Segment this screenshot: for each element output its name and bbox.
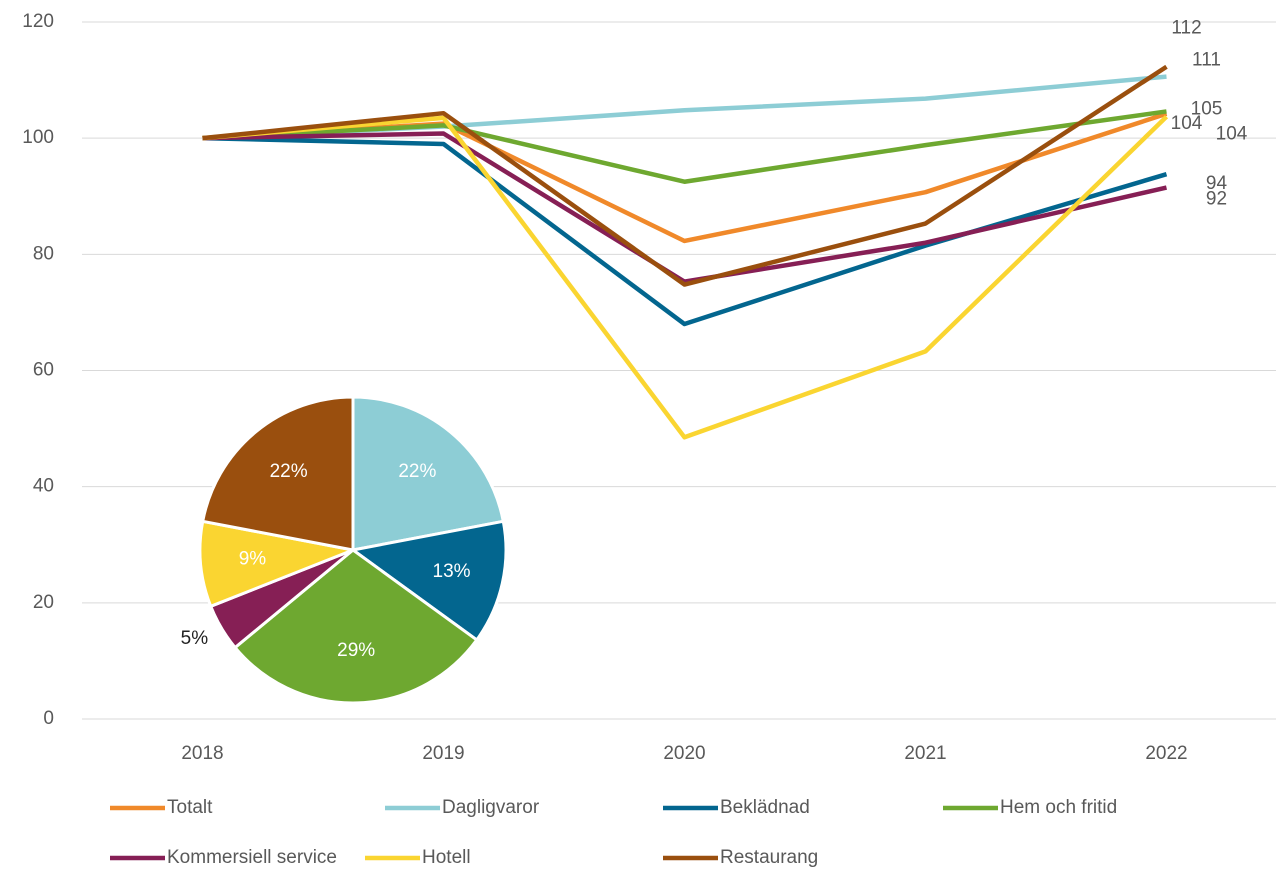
pie-slice	[351, 395, 506, 552]
y-tick-label: 60	[33, 360, 54, 381]
legend-label: Kommersiell service	[167, 847, 337, 868]
data-label: 22%	[270, 461, 308, 482]
data-label: 22%	[398, 461, 436, 482]
x-tick-label: 2022	[1145, 743, 1187, 764]
data-label: 94	[1206, 173, 1228, 194]
pie-slice	[349, 519, 508, 643]
legend-label: Dagligvaror	[442, 797, 540, 818]
legend-label: Beklädnad	[720, 797, 810, 818]
series-line	[202, 64, 1168, 287]
series-line	[202, 115, 1169, 440]
series-line	[202, 135, 1168, 327]
legend-label: Restaurang	[720, 847, 818, 868]
data-label: 104	[1216, 124, 1248, 145]
legend-label: Hotell	[422, 847, 471, 868]
data-label: 5%	[181, 628, 209, 649]
y-tick-label: 0	[43, 708, 54, 729]
data-label: 111	[1192, 50, 1221, 71]
x-tick-label: 2018	[181, 743, 223, 764]
data-label: 9%	[239, 549, 267, 570]
x-tick-label: 2019	[422, 743, 464, 764]
data-label: 112	[1171, 18, 1201, 39]
series-line	[202, 131, 1168, 284]
x-tick-label: 2020	[663, 743, 705, 764]
pie-slice	[198, 519, 359, 609]
data-label: 105	[1191, 98, 1223, 119]
y-tick-label: 120	[22, 11, 54, 32]
x-tick-label: 2021	[904, 743, 946, 764]
series-line	[202, 109, 1167, 184]
data-label: 29%	[337, 640, 375, 661]
pie-slice	[232, 548, 479, 705]
data-label: 13%	[433, 561, 471, 582]
data-label: 92	[1206, 189, 1227, 210]
y-tick-label: 20	[33, 592, 54, 613]
y-tick-label: 40	[33, 476, 54, 497]
legend-label: Totalt	[167, 797, 213, 818]
legend-label: Hem och fritid	[1000, 797, 1117, 818]
y-tick-label: 80	[33, 243, 54, 264]
pie-slice	[200, 395, 355, 552]
data-label: 104	[1171, 113, 1203, 134]
y-tick-label: 100	[22, 127, 54, 148]
